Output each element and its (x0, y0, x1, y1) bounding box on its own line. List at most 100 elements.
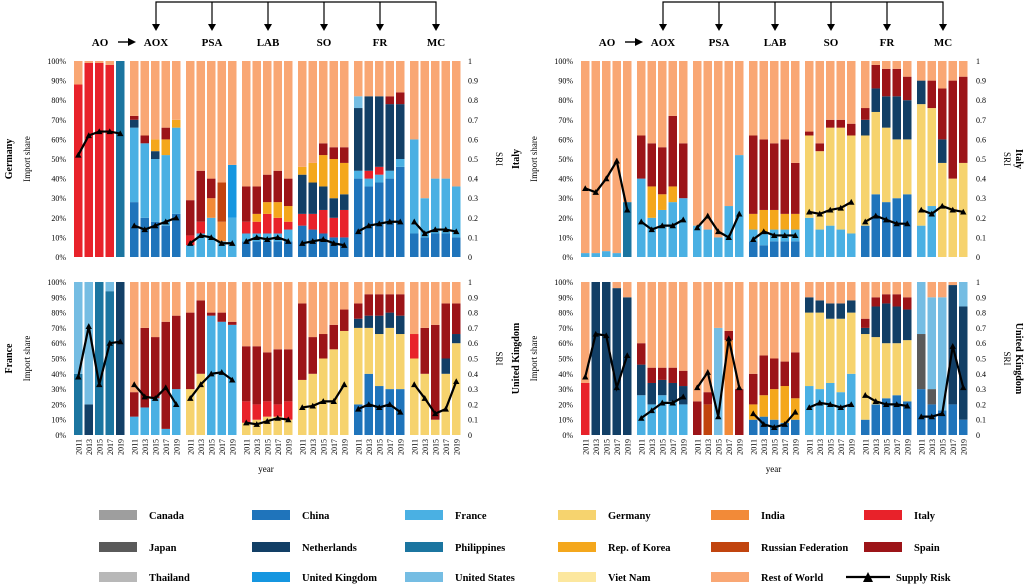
sri-point (187, 395, 194, 401)
bar-segment-spain (161, 321, 170, 429)
bar-segment-france (217, 241, 226, 257)
bar-segment-rest-of-world (948, 61, 957, 81)
bar-segment-rest-of-world (130, 282, 139, 393)
bar-segment-spain (252, 186, 261, 214)
bar-segment-china (284, 241, 293, 257)
year-tick-label: 2017 (330, 439, 339, 455)
bar-segment-rest-of-world (847, 61, 856, 124)
year-tick-label: 2013 (872, 439, 881, 455)
bar-segment-rest-of-world (959, 61, 968, 77)
bar-segment-united-states (105, 282, 114, 292)
bar-segment-united-states (84, 282, 93, 405)
bar-segment-france (679, 198, 688, 257)
sri-point (320, 398, 327, 404)
bar-segment-spain (161, 127, 170, 140)
bar-segment-spain (329, 324, 338, 350)
sri-point (152, 222, 159, 229)
year-tick-label: 2017 (442, 439, 451, 455)
left-tick-label: 60% (51, 135, 66, 144)
bar-segment-spain (329, 147, 338, 159)
sri-point (704, 369, 711, 375)
bar-segment-spain (668, 115, 677, 187)
sri-point (376, 404, 383, 411)
bar-segment-rep-of-korea (791, 213, 800, 230)
bar-segment-france (186, 245, 195, 257)
bar-segment-china (441, 233, 450, 257)
bar-segment-italy (95, 62, 104, 258)
bar-segment-germany (805, 135, 814, 218)
right-tick-label: 0.4 (976, 370, 986, 379)
sri-point (117, 130, 124, 137)
sri-point (669, 399, 676, 406)
left-tick-label: 70% (558, 324, 573, 333)
right-tick-label: 0.9 (468, 293, 478, 302)
category-label-lab: LAB (764, 37, 787, 49)
bar-segment-rest-of-world (679, 282, 688, 371)
bar-segment-rest-of-world (172, 61, 181, 120)
sri-point (715, 413, 722, 420)
bar-segment-spain (791, 352, 800, 399)
bar-segment-netherlands (151, 151, 160, 159)
bar-segment-rep-of-korea (749, 213, 758, 230)
bar-segment-rest-of-world (871, 61, 880, 65)
sri-point (173, 401, 180, 407)
bar-segment-china (749, 419, 758, 435)
bar-segment-china (385, 178, 394, 257)
year-tick-label: 2017 (669, 439, 678, 455)
bar-segment-germany (847, 312, 856, 374)
bar-segment-rest-of-world (693, 282, 702, 402)
bar-segment-rep-of-korea (770, 209, 779, 230)
bar-segment-spain (298, 303, 307, 380)
bar-segment-spain (759, 139, 768, 210)
bar-segment-netherlands (882, 303, 891, 344)
bar-segment-italy (298, 213, 307, 226)
sri-point (725, 335, 732, 342)
sri-point (715, 228, 722, 235)
sri-point (816, 210, 823, 217)
bar-segment-netherlands (836, 303, 845, 319)
bar-segment-spain (882, 68, 891, 97)
bar-segment-rest-of-world (228, 282, 237, 322)
bar-segment-rest-of-world (298, 282, 307, 304)
bar-segment-france (441, 178, 450, 234)
bar-segment-italy (196, 221, 205, 234)
bar-segment-rest-of-world (836, 61, 845, 120)
bar-segment-rest-of-world (242, 61, 251, 187)
sri-point (421, 230, 428, 237)
bar-segment-japan (917, 334, 926, 390)
bar-segment-italy (308, 213, 317, 230)
bar-segment-rest-of-world (948, 282, 957, 286)
bar-segment-germany (847, 135, 856, 234)
bar-segment-china (410, 233, 419, 257)
legend-swatch-spain (864, 542, 902, 552)
year-tick-label: 2017 (386, 439, 395, 455)
ao-to-aox-arrowhead (128, 38, 136, 46)
bar-segment-philippines (74, 373, 83, 435)
legend-swatch-italy (864, 510, 902, 520)
bar-segment-france (354, 170, 363, 179)
bar-segment-china (172, 213, 181, 257)
bar-segment-germany (805, 312, 814, 387)
sri-point (659, 222, 666, 229)
legend-swatch-rest-of-world (711, 572, 749, 582)
bar-segment-rest-of-world (452, 282, 461, 304)
year-tick-label: 2013 (365, 439, 374, 455)
bar-segment-rest-of-world (385, 61, 394, 97)
bar-segment-philippines (623, 202, 632, 257)
bar-segment-france (385, 170, 394, 179)
bar-segment-china (917, 389, 926, 435)
legend-swatch-japan (99, 542, 137, 552)
bar-segment-rep-of-korea (319, 155, 328, 187)
bar-segment-rest-of-world (927, 61, 936, 81)
bar-segment-china (452, 237, 461, 257)
bar-segment-china (319, 233, 328, 257)
bar-segment-france (749, 229, 758, 242)
bar-segment-spain (364, 294, 373, 316)
bar-segment-rest-of-world (581, 61, 590, 254)
sri-point (760, 228, 767, 235)
panel-country-label-france: France (4, 343, 15, 374)
right-tick-label: 0.5 (468, 155, 478, 164)
bar-segment-rest-of-world (668, 282, 677, 368)
sri-point (208, 370, 215, 377)
bar-segment-rest-of-world (130, 61, 139, 116)
